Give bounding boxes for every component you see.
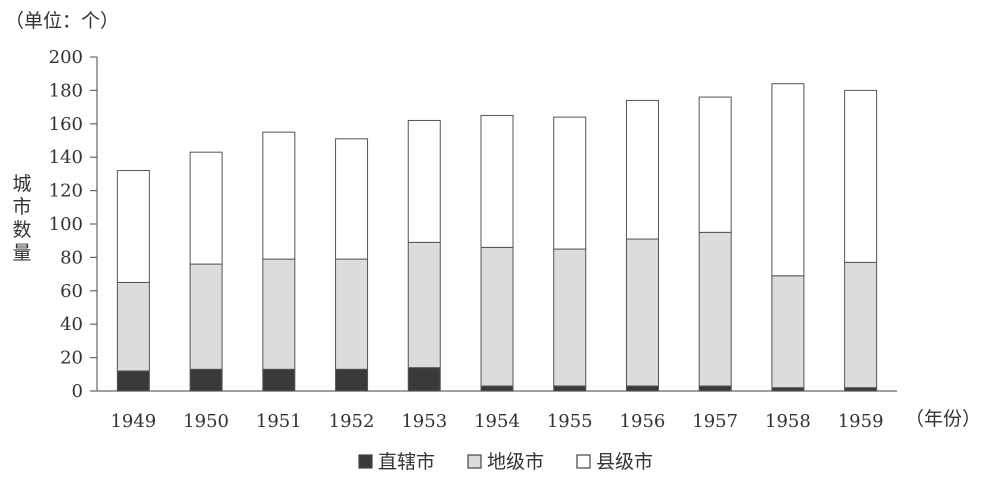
bar-1950-series-2 [189,151,223,265]
y-tick-label: 60 [60,281,83,302]
x-tick-label: 1957 [692,411,738,432]
bar-1958-series-0 [771,387,805,392]
y-axis-label-char: 量 [12,242,31,264]
x-tick-label: 1954 [474,411,520,432]
bar-1957-series-2 [698,96,732,233]
bar-1958-series-1 [771,275,805,389]
y-tick-label: 120 [49,181,83,202]
bar-1959-series-0 [844,387,878,392]
x-tick-label: 1951 [256,411,302,432]
legend-swatch [358,454,373,469]
bar-1958-series-2 [771,83,805,277]
bar-1949-series-2 [116,170,150,283]
bar-1957-series-0 [698,385,732,392]
bar-1952-series-2 [335,138,369,260]
bar-1955-series-0 [553,385,587,392]
bar-1956-series-2 [625,99,659,240]
bar-1950-series-1 [189,263,223,370]
bar-1952-series-1 [335,258,369,370]
legend-label: 直辖市 [378,451,435,473]
bar-1950-series-0 [189,368,223,392]
y-tick-label: 80 [60,247,83,268]
bar-1956-series-0 [625,385,659,392]
y-axis-label-char: 城 [12,173,31,195]
y-tick-label: 140 [49,147,83,168]
bar-1949-series-1 [116,281,150,372]
bar-1953-series-0 [407,367,441,392]
x-tick-label: 1955 [547,411,593,432]
bars [116,83,878,392]
y-axis-ticks: 0 20 40 60 80 100 120 140 160 180 200 [49,47,97,402]
x-tick-label: 1953 [401,411,447,432]
bar-1951-series-2 [262,131,296,260]
legend-label: 地级市 [487,451,544,473]
bar-1959-series-1 [844,261,878,389]
y-axis-label-char: 数 [12,219,31,241]
bar-1953-series-1 [407,241,441,369]
bar-1949-series-0 [116,370,150,392]
y-tick-label: 200 [49,47,83,68]
y-tick-label: 0 [72,381,83,402]
x-tick-label: 1958 [765,411,811,432]
bar-1956-series-1 [625,238,659,387]
y-tick-label: 40 [60,314,83,335]
bar-1953-series-2 [407,119,441,243]
x-axis-ticks: 1949 1950 1951 1952 1953 1954 1955 1956 1957 1958… [110,411,883,432]
x-axis-label: （年份） [905,408,981,430]
x-tick-label: 1950 [183,411,229,432]
bar-1959-series-2 [844,89,878,263]
legend-swatch [467,454,482,469]
x-tick-label: 1959 [838,411,884,432]
bar-1951-series-1 [262,258,296,370]
y-axis-label-char: 市 [12,196,31,218]
y-tick-label: 160 [49,114,83,135]
x-tick-label: 1952 [329,411,375,432]
y-tick-label: 100 [49,214,83,235]
bar-1955-series-2 [553,116,587,250]
x-tick-label: 1956 [620,411,666,432]
x-tick-label: 1949 [110,411,156,432]
bar-1954-series-1 [480,246,514,387]
bar-1951-series-0 [262,368,296,392]
bar-1955-series-1 [553,248,587,387]
y-tick-label: 20 [60,348,83,369]
legend-swatch [576,454,591,469]
bar-1954-series-2 [480,114,514,248]
bar-1952-series-0 [335,368,369,392]
legend-label: 县级市 [596,451,653,473]
legend: 直辖市 地级市 县级市 [358,451,653,473]
bar-1954-series-0 [480,385,514,392]
unit-label: （单位：个） [5,10,119,32]
bar-1957-series-1 [698,231,732,387]
y-tick-label: 180 [49,80,83,101]
